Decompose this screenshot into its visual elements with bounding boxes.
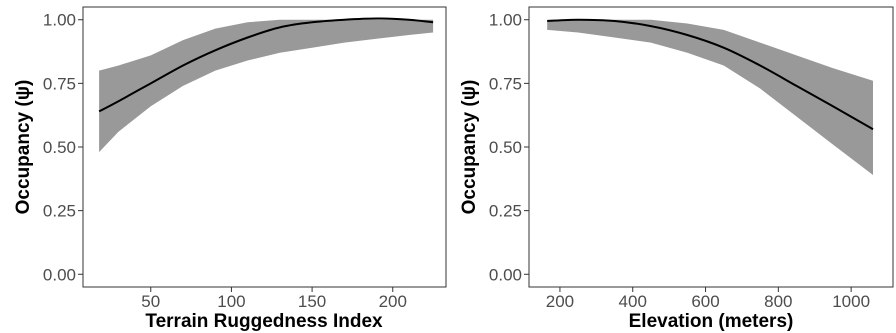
y-tick-label: 1.00: [489, 11, 522, 30]
y-tick-label: 0.75: [43, 74, 76, 93]
y-tick-label: 0.00: [489, 265, 522, 284]
y-tick-label: 1.00: [43, 11, 76, 30]
x-tick-label: 1000: [832, 292, 870, 311]
y-tick-label: 0.50: [489, 138, 522, 157]
chart-panel-terrain: Occupancy (ψ) Terrain Ruggedness Index 0…: [13, 6, 447, 332]
y-tick-label: 0.25: [489, 202, 522, 221]
y-axis-label: Occupancy (ψ): [459, 80, 480, 215]
confidence-band: [99, 19, 434, 153]
occupancy-line: [547, 18, 874, 131]
occupancy-line: [98, 17, 434, 113]
x-tick-label: 150: [298, 292, 326, 311]
x-tick-label: 100: [217, 292, 245, 311]
y-axis-title: Occupancy (ψ): [13, 80, 34, 215]
x-axis-label: Elevation (meters): [629, 311, 794, 332]
x-tick-label: 800: [764, 292, 792, 311]
x-tick-label: 400: [619, 292, 647, 311]
x-tick-label: 50: [141, 292, 160, 311]
chart-panel-elevation: Occupancy (ψ) Elevation (meters) 0.00 0.2…: [459, 6, 894, 332]
y-axis-label: Occupancy (ψ): [13, 80, 34, 215]
y-tick-label: 0.50: [43, 138, 76, 157]
x-axis-label: Terrain Ruggedness Index: [145, 311, 383, 332]
y-tick-label: 0.25: [43, 202, 76, 221]
y-tick-label: 0.00: [43, 265, 76, 284]
x-tick-label: 600: [691, 292, 719, 311]
x-tick-label: 200: [546, 292, 574, 311]
confidence-band: [547, 19, 873, 176]
y-tick-label: 0.75: [489, 74, 522, 93]
y-axis-title: Occupancy (ψ): [459, 80, 480, 215]
x-tick-label: 200: [379, 292, 407, 311]
